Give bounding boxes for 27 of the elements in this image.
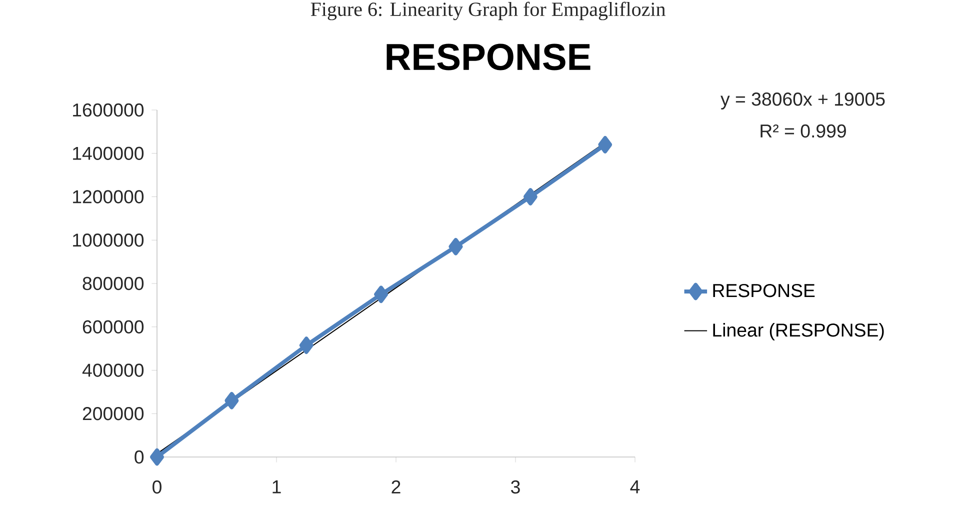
point (224, 392, 239, 410)
y-tick-label: 200000 (82, 407, 144, 420)
x-tick-label: 0 (152, 480, 162, 494)
point (598, 136, 612, 154)
caption: Figure 6: Linearity Graph for Empagliflozin (310, 2, 666, 20)
y-tick-label: 1200000 (73, 190, 144, 204)
point (150, 448, 164, 466)
x-tick-label: 3 (511, 480, 520, 494)
point (448, 238, 463, 256)
legend-label: RESPONSE (713, 284, 815, 298)
point (299, 336, 314, 354)
point (523, 188, 538, 206)
y-tick-label: 1400000 (73, 146, 144, 160)
point (374, 286, 388, 304)
y-tick-label: 400000 (82, 364, 144, 377)
text: y = 38060x + 19005 (720, 92, 885, 110)
text: R² = 0.999 (760, 124, 846, 138)
y-tick-label: 1600000 (73, 103, 144, 117)
chart-title: RESPONSE (386, 44, 590, 70)
x-tick-label: 1 (272, 480, 281, 494)
x-tick-label: 2 (392, 480, 400, 494)
y-tick-label: 600000 (82, 320, 144, 334)
y-tick-label: 800000 (82, 276, 144, 290)
y-tick-label: 0 (134, 450, 144, 464)
y-tick-label: 1000000 (73, 234, 144, 247)
x-tick-label: 4 (630, 480, 640, 494)
legend-label: Linear (RESPONSE) (713, 323, 884, 340)
